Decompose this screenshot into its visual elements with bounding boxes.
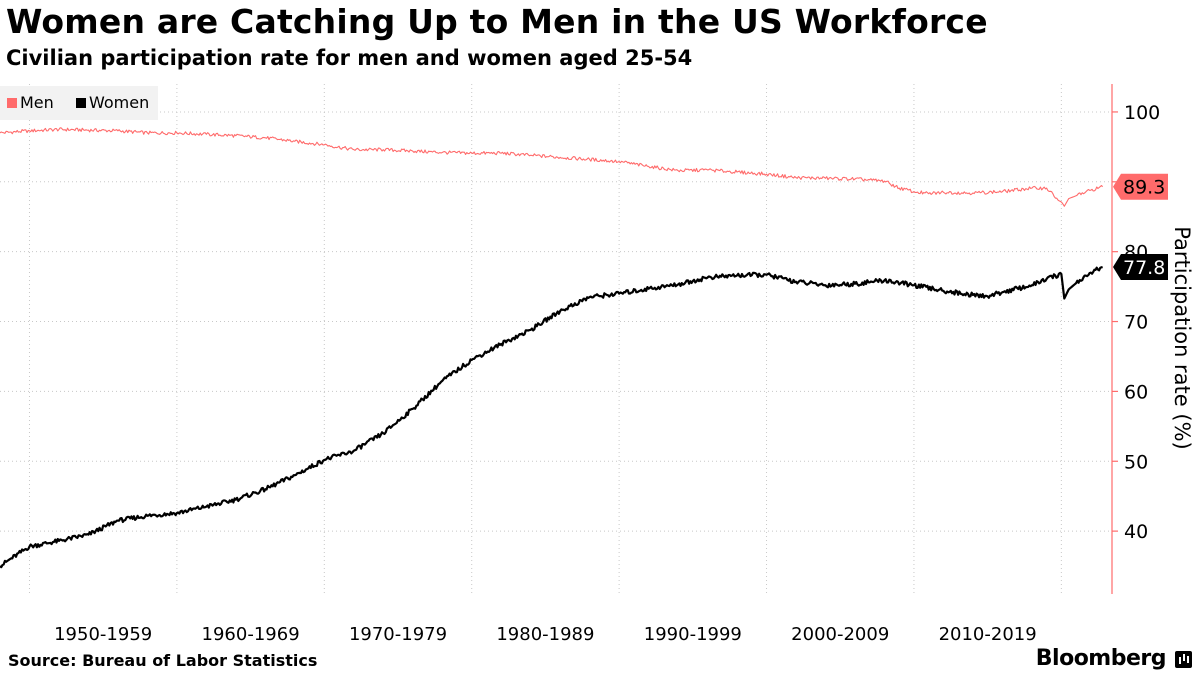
x-tick-label: 1970-1979 (349, 624, 447, 645)
y-axis-label: Participation rate (%) (1170, 226, 1194, 449)
last-value-badges: 89.3 77.8 (1113, 173, 1168, 281)
series-line-men (0, 127, 1104, 207)
x-tick-label: 1950-1959 (54, 624, 152, 645)
x-axis-tick-labels: 1950-1959 1960-1969 1970-1979 1980-1989 1990… (54, 624, 1037, 645)
y-axis: 405060708090100 (1111, 84, 1160, 594)
last-value-badge-women (1113, 254, 1168, 281)
x-tick-label: 1990-1999 (644, 624, 742, 645)
x-tick-label: 2010-2019 (939, 624, 1037, 645)
legend-swatch-women (76, 98, 86, 108)
y-tick-label: 60 (1124, 381, 1148, 403)
legend-swatch-men (7, 98, 17, 108)
y-tick-label: 100 (1124, 102, 1160, 124)
bloomberg-terminal-icon (1175, 651, 1192, 668)
chart-title: Women are Catching Up to Men in the US W… (6, 2, 988, 41)
x-tick-label: 2000-2009 (791, 624, 889, 645)
gridlines (0, 84, 1110, 594)
chart-subtitle: Civilian participation rate for men and … (6, 46, 693, 70)
series-line-women (0, 265, 1103, 569)
legend-label-women: Women (89, 93, 150, 112)
legend: Men Women (0, 86, 158, 120)
bloomberg-logo: Bloomberg (1035, 646, 1167, 671)
y-tick-label: 40 (1124, 521, 1148, 543)
source-note: Source: Bureau of Labor Statistics (8, 651, 318, 670)
x-tick-label: 1960-1969 (202, 624, 300, 645)
y-tick-label: 70 (1124, 312, 1148, 334)
y-tick-label: 50 (1124, 451, 1148, 473)
legend-item-men: Men (7, 93, 54, 112)
last-value-label-men: 89.3 (1123, 177, 1165, 199)
x-tick-label: 1980-1989 (496, 624, 594, 645)
last-value-label-women: 77.8 (1123, 257, 1165, 279)
legend-item-women: Women (76, 93, 149, 112)
series-lines (0, 127, 1104, 569)
legend-label-men: Men (20, 93, 54, 112)
last-value-badge-men (1113, 173, 1168, 200)
